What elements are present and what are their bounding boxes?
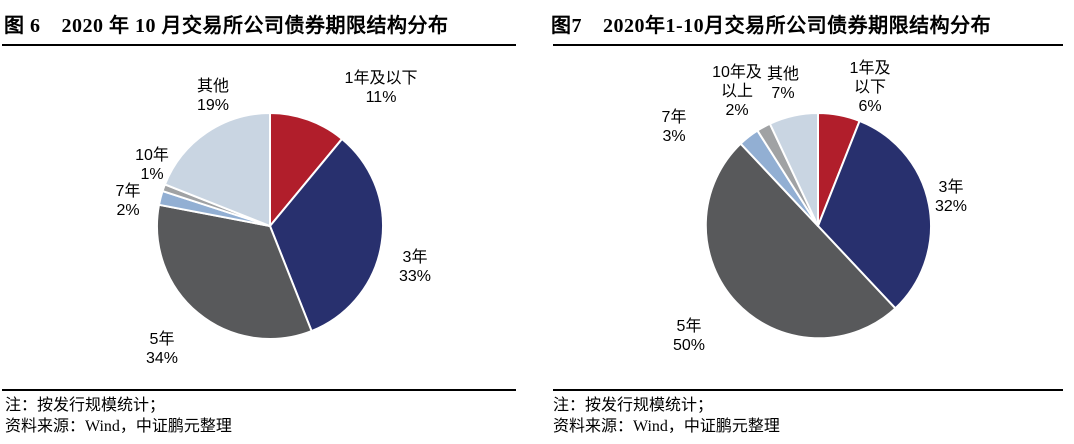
- figure-6-pie-chart: [156, 112, 384, 340]
- figure-6-number: 图 6: [4, 15, 41, 37]
- note-line: 注：按发行规模统计；: [5, 397, 166, 414]
- figure-7-panel: 图7 2020年1-10月交易所公司债券期限结构分布 1年及 以下 6% 3年 3…: [537, 0, 1074, 437]
- figure-6-title: 图 6 2020 年 10 月交易所公司债券期限结构分布: [4, 9, 537, 38]
- callout-percent: 2%: [725, 102, 749, 119]
- callout-1year: 1年及以下 11%: [345, 69, 418, 107]
- figure-7-pie-chart: [704, 112, 932, 340]
- callout-10year-plus: 10年及 以上 2%: [712, 63, 762, 120]
- pie-slice-1年及以下: [269, 112, 344, 227]
- callout-label: 3年: [402, 249, 428, 266]
- callout-percent: 11%: [365, 89, 397, 106]
- callout-other: 其他 19%: [197, 77, 229, 115]
- figure-6-panel: 图 6 2020 年 10 月交易所公司债券期限结构分布 1年及以下 11% 3年…: [0, 0, 537, 437]
- figure-6-notes: 注：按发行规模统计； 资料来源：Wind，中证鹏元整理: [5, 395, 537, 437]
- note-line: 资料来源：Wind，中证鹏元整理: [5, 418, 232, 435]
- callout-percent: 50%: [672, 337, 706, 354]
- pie-slice-3年: [817, 119, 932, 310]
- callout-label: 10年: [135, 147, 169, 164]
- callout-5year: 5年 34%: [146, 330, 178, 368]
- callout-label: 5年: [149, 331, 175, 348]
- figure-7-title-divider: [553, 44, 1063, 46]
- figure-7-title-text: 2020年1-10月交易所公司债券期限结构分布: [603, 15, 992, 37]
- pie-slice-5年: [704, 142, 897, 340]
- callout-percent: 34%: [145, 350, 179, 367]
- figure-6-footer-divider: [2, 389, 516, 391]
- pie-slice-其他: [163, 112, 271, 227]
- figure-7-footer-divider: [553, 389, 1063, 391]
- callout-percent: 6%: [858, 98, 882, 115]
- pie-slice-3年: [269, 137, 384, 333]
- callout-label: 1年及: [849, 60, 891, 77]
- callout-label: 其他: [196, 78, 229, 95]
- figure-7-notes: 注：按发行规模统计； 资料来源：Wind，中证鹏元整理: [553, 395, 1074, 437]
- figure-6-title-text: 2020 年 10 月交易所公司债券期限结构分布: [61, 15, 449, 37]
- pie-slice-其他: [768, 112, 819, 227]
- callout-label: 5年: [676, 318, 702, 335]
- callout-label: 其他: [766, 66, 800, 83]
- callout-7year: 7年 3%: [662, 108, 687, 146]
- callout-label: 3年: [938, 179, 964, 196]
- callout-7year: 7年 2%: [116, 182, 141, 220]
- callout-percent: 32%: [934, 198, 968, 215]
- callout-10year: 10年 1%: [135, 146, 169, 184]
- callout-label: 1年及以下: [344, 70, 418, 87]
- figure-7-number: 图7: [551, 15, 582, 37]
- callout-label: 以上: [720, 83, 753, 100]
- figure-6-chart-area: 1年及以下 11% 3年 33% 5年 34% 7年 2% 10年 1% 其他 …: [0, 46, 537, 389]
- note-line: 资料来源：Wind，中证鹏元整理: [553, 418, 780, 435]
- callout-5year: 5年 50%: [673, 317, 705, 355]
- callout-percent: 3%: [662, 128, 686, 145]
- callout-other: 其他 7%: [767, 65, 799, 103]
- callout-3year: 3年 33%: [399, 248, 431, 286]
- pie-slice-5年: [156, 203, 313, 340]
- figure-7-chart-area: 1年及 以下 6% 3年 32% 5年 50% 7年 3% 10年及 以上 2%: [537, 46, 1074, 389]
- callout-label: 10年及: [712, 64, 762, 81]
- callout-label: 7年: [115, 183, 141, 200]
- callout-1year: 1年及 以下 6%: [850, 59, 891, 116]
- figure-6-title-divider: [2, 44, 516, 46]
- note-line: 注：按发行规模统计；: [553, 397, 714, 414]
- callout-percent: 19%: [196, 97, 230, 114]
- callout-3year: 3年 32%: [935, 178, 967, 216]
- callout-label: 以下: [853, 79, 886, 96]
- callout-label: 7年: [661, 109, 687, 126]
- figure-7-title: 图7 2020年1-10月交易所公司债券期限结构分布: [551, 9, 1074, 38]
- callout-percent: 2%: [116, 202, 140, 219]
- callout-percent: 33%: [398, 268, 432, 285]
- callout-percent: 1%: [140, 166, 164, 183]
- callout-percent: 7%: [771, 85, 795, 102]
